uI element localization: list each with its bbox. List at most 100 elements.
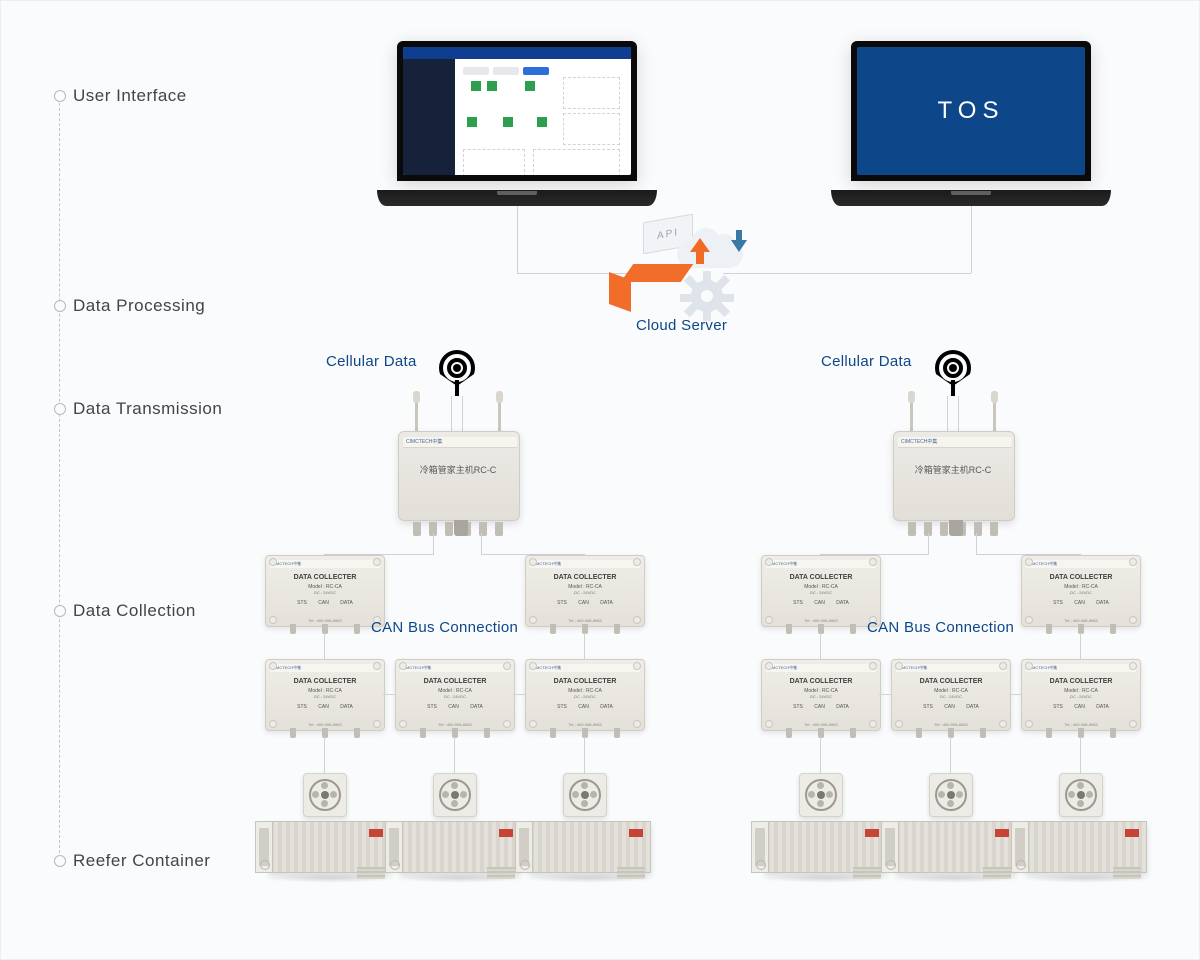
collector-title: DATA COLLECTER	[396, 678, 514, 685]
layer-label-container: Reefer Container	[73, 851, 210, 871]
reefer-container-icon	[881, 821, 1021, 883]
laptop-screen-frame: TOS	[851, 41, 1091, 181]
reefer-fan-icon	[929, 773, 973, 817]
collector-tel: Tel : 400-998-8983	[762, 722, 880, 727]
gateway-device: CIMCTECH中集 冷箱管家主机RC-C	[888, 391, 1018, 536]
cellular-antenna-icon	[931, 346, 975, 396]
reefer-fan-icon	[303, 773, 347, 817]
collector-ports: STS CAN DATA	[892, 704, 1010, 710]
layer-dot	[54, 300, 66, 312]
collector-ports: STS CAN DATA	[1022, 600, 1140, 606]
layer-dot	[54, 90, 66, 102]
device-brand: CIMCTECH中集	[898, 437, 1012, 448]
collector-title: DATA COLLECTER	[762, 574, 880, 581]
device-brand: CIMCTECH中集	[766, 664, 876, 672]
collector-title: DATA COLLECTER	[762, 678, 880, 685]
layer-dot	[54, 403, 66, 415]
collector-dc: DC : 24VDC	[526, 694, 644, 699]
collector-ports: STS CAN DATA	[762, 704, 880, 710]
data-collector: CIMCTECH中集 DATA COLLECTER Model : RC-CA …	[265, 659, 385, 731]
device-brand: CIMCTECH中集	[270, 560, 380, 568]
collector-ports: STS CAN DATA	[526, 600, 644, 606]
collector-dc: DC : 24VDC	[892, 694, 1010, 699]
device-brand: CIMCTECH中集	[530, 560, 640, 568]
laptop-notch	[497, 191, 537, 195]
reefer-fan-icon	[563, 773, 607, 817]
wire	[324, 737, 325, 773]
reefer-fan-icon	[433, 773, 477, 817]
cloud-server-label: Cloud Server	[636, 317, 727, 334]
collector-dc: DC : 24VDC	[396, 694, 514, 699]
collector-title: DATA COLLECTER	[892, 678, 1010, 685]
collector-dc: DC : 24VDC	[762, 694, 880, 699]
collector-ports: STS CAN DATA	[762, 600, 880, 606]
wire	[971, 205, 972, 273]
laptop-notch	[951, 191, 991, 195]
cloud-server-icon: API	[591, 216, 761, 316]
wire	[928, 533, 929, 555]
wire	[517, 205, 518, 273]
layer-label-collection: Data Collection	[73, 601, 196, 621]
device-brand: CIMCTECH中集	[1026, 664, 1136, 672]
wire	[383, 694, 395, 695]
collector-title: DATA COLLECTER	[1022, 678, 1140, 685]
layer-dot	[54, 605, 66, 617]
data-collector: CIMCTECH中集 DATA COLLECTER Model : RC-CA …	[761, 555, 881, 627]
wire	[454, 737, 455, 773]
reefer-fan-icon	[799, 773, 843, 817]
data-collector: CIMCTECH中集 DATA COLLECTER Model : RC-CA …	[1021, 659, 1141, 731]
wire	[584, 633, 585, 661]
collector-dc: DC : 24VDC	[526, 590, 644, 595]
reefer-container-icon	[1011, 821, 1151, 883]
collector-ports: STS CAN DATA	[266, 600, 384, 606]
device-brand: CIMCTECH中集	[400, 664, 510, 672]
cellular-data-label: Cellular Data	[821, 353, 912, 370]
laptop-screen: TOS	[857, 47, 1085, 175]
collector-ports: STS CAN DATA	[1022, 704, 1140, 710]
wire	[820, 737, 821, 773]
wire	[324, 633, 325, 661]
laptop-screen	[403, 47, 631, 175]
collector-tel: Tel : 400-998-8983	[266, 722, 384, 727]
gear-icon	[683, 272, 731, 320]
ui-sidebar	[403, 59, 455, 175]
collector-tel: Tel : 400-998-8983	[396, 722, 514, 727]
can-bus-label: CAN Bus Connection	[371, 619, 518, 636]
collector-tel: Tel : 400-998-8983	[526, 722, 644, 727]
wire	[433, 533, 434, 555]
collector-ports: STS CAN DATA	[396, 704, 514, 710]
collector-dc: DC : 24VDC	[266, 694, 384, 699]
layer-dot	[54, 855, 66, 867]
device-model: 冷箱管家主机RC-C	[888, 463, 1018, 476]
data-collector: CIMCTECH中集 DATA COLLECTER Model : RC-CA …	[1021, 555, 1141, 627]
collector-dc: DC : 24VDC	[762, 590, 880, 595]
collector-tel: Tel : 400-998-8983	[892, 722, 1010, 727]
collector-tel: Tel : 400-998-8983	[762, 618, 880, 623]
tos-label: TOS	[857, 47, 1085, 175]
collector-title: DATA COLLECTER	[266, 574, 384, 581]
reefer-container-icon	[515, 821, 655, 883]
reefer-container-icon	[255, 821, 395, 883]
device-brand: CIMCTECH中集	[896, 664, 1006, 672]
ui-content	[463, 67, 623, 167]
device-brand: CIMCTECH中集	[1026, 560, 1136, 568]
device-model: 冷箱管家主机RC-C	[393, 463, 523, 476]
cellular-antenna-icon	[435, 346, 479, 396]
wire	[481, 533, 482, 555]
collector-dc: DC : 24VDC	[266, 590, 384, 595]
reefer-container-icon	[751, 821, 891, 883]
wire	[950, 737, 951, 773]
wire	[879, 694, 891, 695]
layer-label-ui: User Interface	[73, 86, 187, 106]
laptop-screen-frame	[397, 41, 637, 181]
device-brand: CIMCTECH中集	[403, 437, 517, 448]
collector-title: DATA COLLECTER	[266, 678, 384, 685]
data-collector: CIMCTECH中集 DATA COLLECTER Model : RC-CA …	[395, 659, 515, 731]
device-brand: CIMCTECH中集	[270, 664, 380, 672]
wire	[1080, 737, 1081, 773]
layer-axis	[59, 93, 60, 853]
collector-tel: Tel : 400-998-8983	[266, 618, 384, 623]
collector-ports: STS CAN DATA	[526, 704, 644, 710]
laptop-dashboard	[377, 41, 657, 206]
ui-topbar	[403, 47, 631, 59]
